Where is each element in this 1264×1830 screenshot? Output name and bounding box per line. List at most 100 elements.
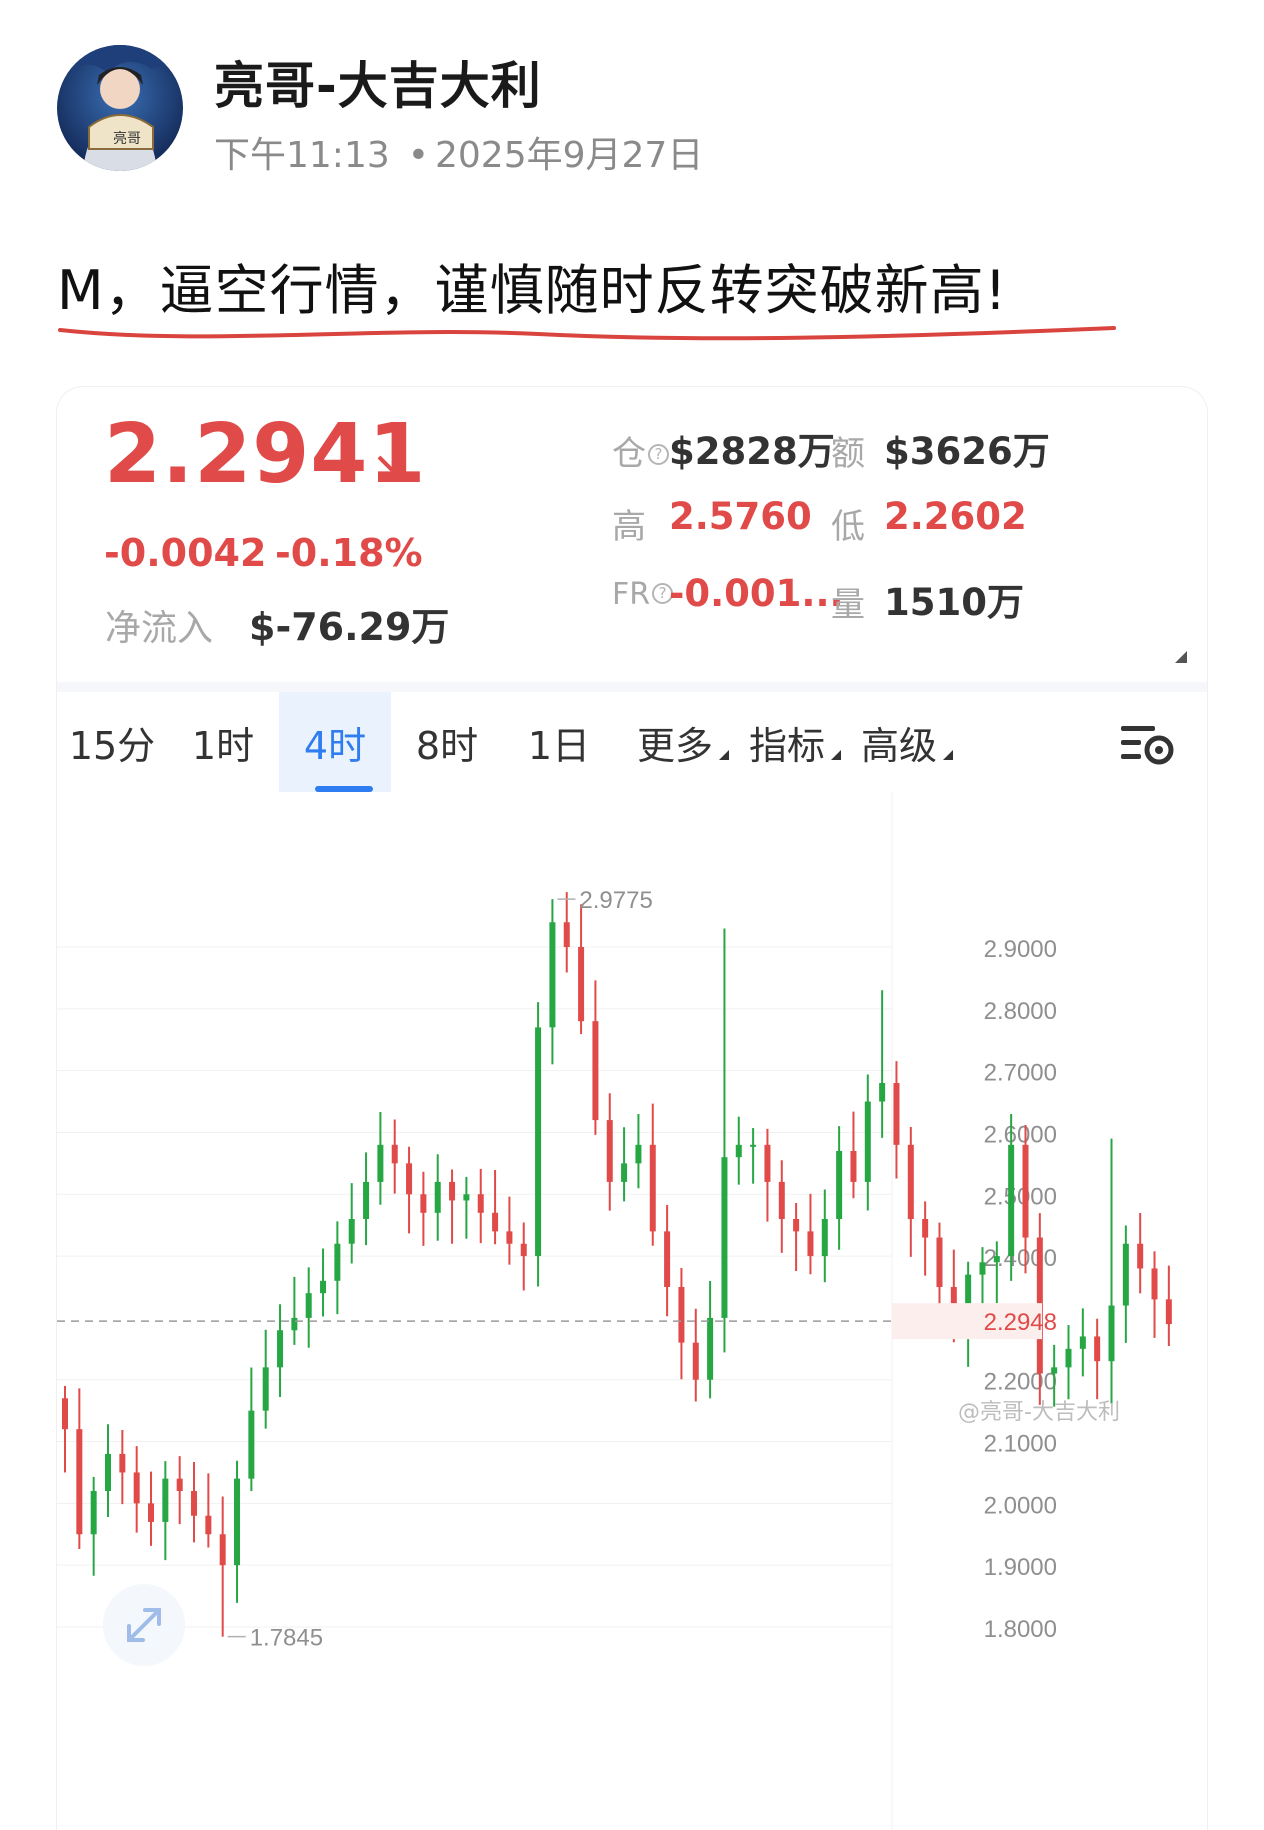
candle-body <box>133 1472 140 1504</box>
candle-body <box>1051 1367 1058 1374</box>
candle-body <box>1065 1348 1072 1368</box>
oi-label: 仓? <box>612 426 671 475</box>
candle-body <box>1022 1144 1029 1238</box>
turnover-value: $3626万 <box>884 430 1050 473</box>
candlestick-chart[interactable]: 2.9000 2.8000 2.7000 2.6000 2.5000 2.4000 2.20… <box>57 792 1207 1830</box>
candle-body <box>1008 1144 1015 1257</box>
timeframe-tabs: 15分 1时 4时 8时 1日 更多 指标 高级 <box>57 682 1207 792</box>
candle-body <box>836 1151 843 1219</box>
candle-body <box>234 1478 241 1566</box>
candle-body <box>907 1144 914 1219</box>
caret-icon <box>943 750 953 760</box>
candle-body <box>578 947 585 1022</box>
candle-body <box>649 1144 656 1232</box>
candle-body <box>606 1120 613 1182</box>
y-tick-label: 2.7000 <box>984 1060 1057 1087</box>
post-meta: 下午11:13 • 2025年9月27日 <box>214 126 703 178</box>
candle-body <box>750 1144 757 1147</box>
candle-body <box>176 1478 183 1491</box>
candle-body <box>965 1274 972 1325</box>
chart-canvas: 2.90002.80002.70002.60002.50002.40002.20… <box>57 792 1172 1830</box>
author-name[interactable]: 亮哥-大吉大利 <box>214 57 542 115</box>
caret-icon <box>831 750 841 760</box>
expand-corner-icon[interactable] <box>1175 651 1187 663</box>
y-tick-label: 2.2000 <box>984 1369 1057 1396</box>
last-price: 2.2941 <box>104 407 427 502</box>
candle-body <box>219 1534 226 1566</box>
oi-value: $2828万 <box>669 430 835 473</box>
candle-body <box>162 1478 169 1522</box>
candle-body <box>119 1453 126 1473</box>
change-pct: -0.18% <box>275 531 423 575</box>
current-price-label: 2.2948 <box>984 1309 1057 1336</box>
candle-body <box>363 1181 370 1219</box>
help-icon[interactable]: ? <box>652 583 674 604</box>
handwritten-underline <box>58 326 1116 341</box>
volume-label: 量 <box>831 585 865 625</box>
candle-body <box>191 1491 198 1516</box>
help-icon[interactable]: ? <box>648 444 669 465</box>
candle-body <box>520 1243 527 1257</box>
expand-icon <box>127 1608 161 1642</box>
post-text: M，逼空行情，谨慎随时反转突破新高! <box>57 259 1008 322</box>
max-label: 2.9775 <box>579 887 652 914</box>
expand-button[interactable] <box>103 1584 185 1666</box>
watermark: @亮哥-大吉大利 <box>958 1400 1120 1425</box>
candle-body <box>535 1027 542 1257</box>
candle-body <box>850 1151 857 1182</box>
avatar[interactable]: 亮哥 <box>57 45 183 171</box>
candle-body <box>879 1083 886 1102</box>
candle-body <box>664 1231 671 1287</box>
low-label: 低 <box>831 507 865 547</box>
candle-body <box>793 1219 800 1232</box>
candle-body <box>477 1194 484 1213</box>
candle-body <box>492 1212 499 1232</box>
tab-indicators[interactable]: 指标 <box>739 692 851 792</box>
svg-text:亮哥: 亮哥 <box>113 130 141 147</box>
tab-4h[interactable]: 4时 <box>279 692 391 792</box>
tab-8h[interactable]: 8时 <box>415 723 479 768</box>
low-value: 2.2602 <box>884 495 1027 538</box>
candle-body <box>979 1262 986 1275</box>
volume-value: 1510万 <box>884 581 1024 624</box>
tab-more[interactable]: 更多 <box>627 692 739 792</box>
min-label: 1.7845 <box>250 1625 323 1652</box>
candle-body <box>76 1429 83 1535</box>
candle-body <box>1137 1243 1144 1269</box>
candle-body <box>864 1101 871 1182</box>
candle-body <box>334 1243 341 1281</box>
candle-body <box>291 1317 298 1331</box>
candle-body <box>420 1194 427 1213</box>
y-tick-label: 2.5000 <box>984 1183 1057 1210</box>
high-value: 2.5760 <box>669 495 812 538</box>
tab-1h[interactable]: 1时 <box>191 723 255 768</box>
candle-body <box>348 1219 355 1244</box>
y-tick-label: 2.0000 <box>984 1492 1057 1519</box>
candle-body <box>62 1398 68 1430</box>
candle-body <box>621 1163 628 1182</box>
candle-body <box>105 1453 112 1491</box>
candle-body <box>506 1231 513 1244</box>
y-tick-label: 1.9000 <box>984 1554 1057 1581</box>
candle-body <box>90 1491 97 1535</box>
turnover-label: 额 <box>831 434 865 474</box>
candle-body <box>678 1287 685 1343</box>
chart-settings-icon[interactable] <box>1119 722 1177 766</box>
fr-value: -0.001... <box>669 572 844 615</box>
candle-body <box>936 1237 943 1287</box>
y-tick-label: 2.8000 <box>984 998 1057 1025</box>
current-price-tag <box>892 1303 1042 1340</box>
candle-body <box>721 1157 728 1318</box>
candle-body <box>1122 1243 1129 1306</box>
tab-1d[interactable]: 1日 <box>527 723 591 768</box>
y-tick-label: 1.8000 <box>984 1616 1057 1643</box>
candle-body <box>1151 1268 1158 1300</box>
tab-advanced[interactable]: 高级 <box>851 692 963 792</box>
candle-body <box>993 1256 1000 1263</box>
candle-body <box>692 1342 699 1380</box>
fr-label: FR? <box>612 577 675 612</box>
candle-body <box>1165 1299 1172 1325</box>
candle-body <box>377 1144 384 1182</box>
tab-15m[interactable]: 15分 <box>68 723 156 768</box>
candle-body <box>635 1144 642 1164</box>
